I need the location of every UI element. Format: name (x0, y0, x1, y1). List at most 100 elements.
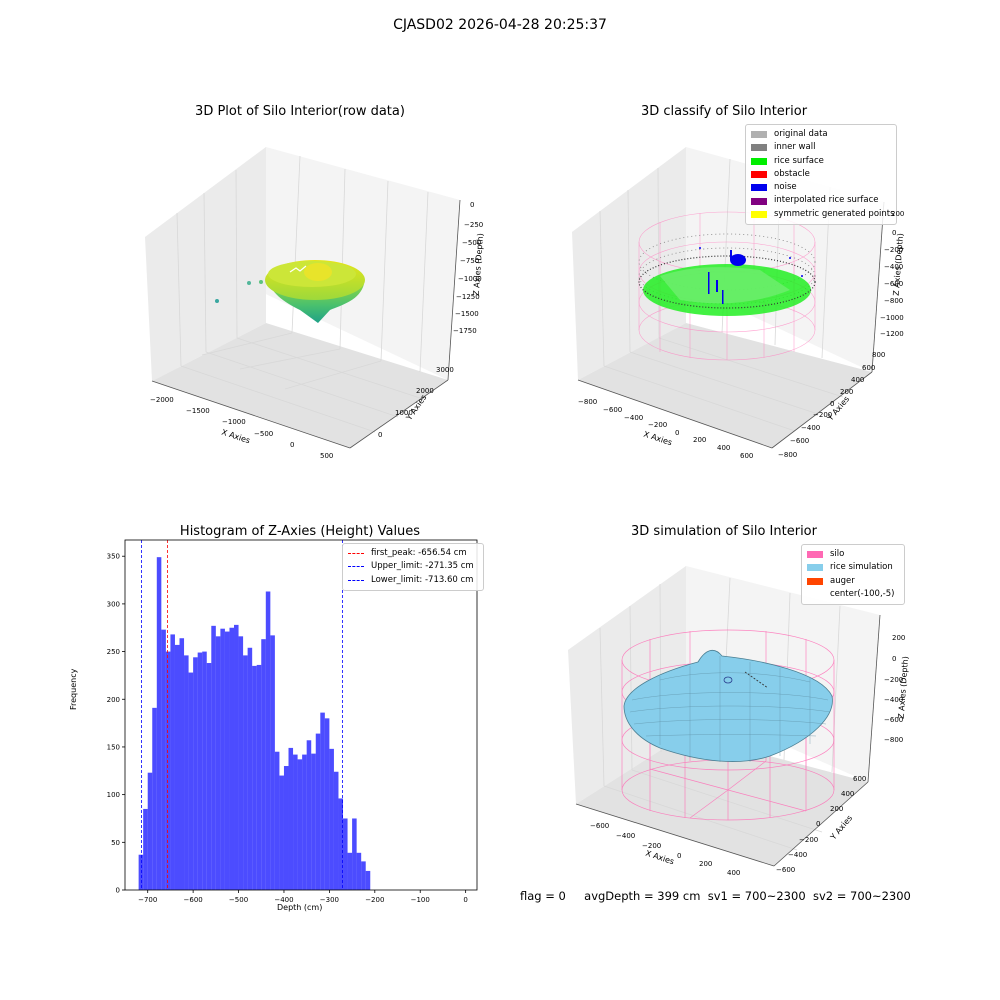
histogram-bar (293, 754, 298, 890)
plot2-y-tick: −400 (801, 424, 821, 432)
histogram-bar (184, 655, 189, 890)
legend-label: noise (774, 182, 797, 193)
plot1-x-tick: −2000 (150, 396, 174, 404)
legend-label: auger (830, 575, 855, 586)
plot4-y-tick: −400 (788, 851, 808, 859)
plot1-x-tick: −1000 (222, 418, 246, 426)
plot4-z-tick: 0 (892, 655, 897, 663)
legend-swatch (807, 591, 823, 598)
legend-label: silo (830, 549, 845, 559)
plot1-z-tick: −1500 (455, 310, 479, 318)
plot2-canvas (572, 147, 885, 449)
histogram-bar (343, 818, 348, 890)
plot2-legend-item: obstacle (751, 168, 891, 181)
plot4-legend-item: silo (807, 548, 899, 561)
histogram-bar (215, 636, 221, 890)
plot4-z-axis-line (867, 614, 881, 783)
plot2-z-tick: 200 (891, 210, 905, 218)
histogram-x-tick-label: −300 (320, 896, 339, 904)
plot2-z-tick: −600 (884, 280, 904, 288)
legend-label: obstacle (774, 168, 810, 179)
plot2-z-axis-line (871, 201, 885, 373)
plot1-z-tick: −250 (464, 221, 484, 229)
histogram-bar (311, 753, 316, 890)
plot2-x-tick: −400 (624, 414, 644, 422)
plot4-y-tick: 0 (816, 820, 821, 828)
plot1-y-tick: 3000 (436, 366, 454, 374)
plot2-y-tick: 200 (840, 388, 854, 396)
plot2-noise-points (699, 247, 803, 304)
legend-swatch (807, 577, 823, 585)
histogram-bar (179, 638, 185, 890)
plot1-z-tick: −1250 (456, 293, 480, 301)
legend-swatch (751, 131, 767, 139)
histogram-legend-item: first_peak: -656.54 cm (348, 547, 478, 560)
histogram-bar (143, 808, 148, 890)
plot2-y-tick: −200 (813, 411, 833, 419)
plot4-y-tick: 600 (853, 775, 867, 783)
histogram-x-label: Depth (cm) (277, 903, 323, 912)
histogram-bar (238, 636, 244, 890)
plot2-legend-item: original data (751, 128, 891, 141)
plot1-cloud-center (304, 263, 332, 281)
plot2-legend-item: interpolated rice surface (751, 194, 891, 207)
plot2-y-tick: 0 (830, 400, 835, 408)
histogram-bar (265, 591, 271, 890)
histogram-x-tick-label: 0 (463, 896, 467, 904)
plot4-title: 3D simulation of Silo Interior (631, 524, 817, 539)
plot2-y-tick: −600 (790, 437, 810, 445)
legend-swatch (751, 144, 767, 152)
histogram-y-tick-label: 200 (107, 696, 120, 704)
plot4-canvas (568, 566, 881, 867)
plot1-canvas (145, 147, 461, 449)
plot1-pane-left (145, 147, 266, 381)
histogram-bar (197, 652, 203, 890)
histogram-chart: −700 −600 −500 −400 −300 −200 −100 0 0 50 100 150 20… (107, 539, 478, 904)
plot1-outlier-point (259, 280, 263, 284)
histogram-bar (297, 759, 303, 890)
histogram-legend: first_peak: -656.54 cm Upper_limit: -271… (342, 543, 484, 591)
legend-label: symmetric generated points (774, 208, 895, 219)
histogram-bar (320, 712, 325, 890)
histogram-bar (211, 625, 216, 890)
plot2-legend-item: inner wall (751, 141, 891, 154)
histogram-bar (302, 754, 307, 890)
avg-depth-text: avgDepth = 399 cm (584, 889, 701, 903)
plot4-y-axis-line (773, 781, 869, 867)
legend-label: center(-100,-5) (830, 588, 895, 599)
plot4-x-tick: −600 (590, 822, 610, 830)
histogram-bar (170, 634, 175, 890)
plot1-x-tick: −500 (254, 430, 274, 438)
plot1-point-cloud (215, 260, 365, 323)
plot4-y-tick: 200 (830, 805, 844, 813)
legend-swatch (751, 157, 767, 165)
legend-label: interpolated rice surface (774, 195, 879, 206)
legend-swatch (751, 171, 767, 179)
plot2-x-tick: 0 (675, 429, 680, 437)
plot1-y-tick: 1000 (395, 409, 413, 417)
histogram-bar (361, 861, 366, 890)
plot4-y-tick: −200 (799, 836, 819, 844)
plot4-auger-line (744, 671, 769, 689)
plot4-x-tick: −400 (616, 832, 636, 840)
legend-label: original data (774, 129, 828, 139)
legend-swatch (807, 564, 823, 572)
plot2-y-tick: 400 (851, 376, 865, 384)
histogram-bar (193, 657, 198, 890)
figure-title: CJASD02 2026-04-28 20:25:37 (393, 17, 607, 33)
histogram-x-tick-label: −600 (184, 896, 203, 904)
histogram-bar (333, 771, 339, 890)
legend-swatch (751, 184, 767, 192)
histogram-bar (220, 628, 225, 890)
plot1-x-tick: 500 (320, 452, 334, 460)
histogram-frame (124, 539, 478, 891)
histogram-bar (188, 672, 194, 890)
plot4-y-tick: 400 (841, 790, 855, 798)
histogram-bar (165, 651, 171, 890)
plot2-x-tick: −600 (603, 406, 623, 414)
plot4-legend-item: rice simulation (807, 561, 899, 574)
histogram-bar (261, 639, 266, 890)
histogram-y-tick-label: 300 (107, 600, 120, 608)
histogram-y-tick-label: 100 (107, 791, 120, 799)
plot2-y-tick: 600 (862, 364, 876, 372)
